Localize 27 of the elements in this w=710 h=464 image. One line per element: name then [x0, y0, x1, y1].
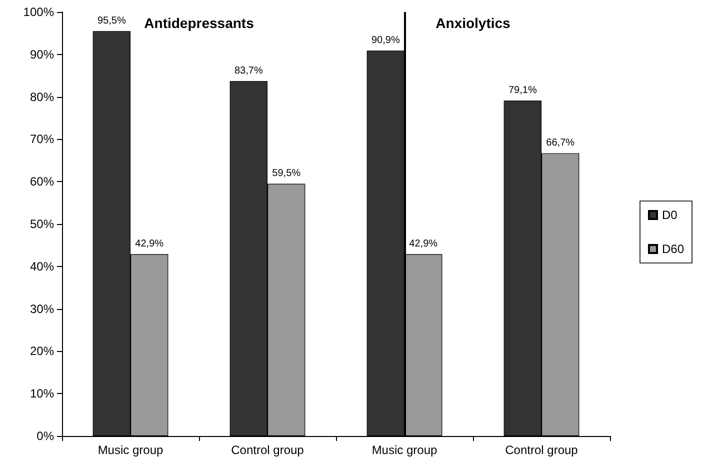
y-tick-label: 0%: [36, 429, 54, 443]
data-label: 42,9%: [409, 238, 438, 250]
x-tick-label: Control group: [505, 443, 578, 457]
annotation: Antidepressants: [144, 15, 254, 31]
x-tick-label: Music group: [372, 443, 438, 457]
data-label: 59,5%: [272, 168, 301, 180]
y-tick-label: 100%: [23, 5, 54, 19]
data-label: 66,7%: [546, 138, 575, 149]
data-label: 79,1%: [508, 85, 537, 96]
data-label: 90,9%: [371, 35, 400, 46]
y-tick-label: 30%: [30, 302, 54, 316]
y-tick-label: 90%: [30, 47, 54, 62]
legend-label: D0: [662, 208, 678, 222]
annotation: Anxiolytics: [436, 15, 511, 31]
y-tick-label: 40%: [30, 259, 54, 274]
x-tick-label: Control group: [231, 443, 304, 457]
y-tick-label: 10%: [30, 386, 54, 401]
data-label: 42,9%: [135, 238, 164, 250]
y-tick-label: 80%: [30, 90, 54, 104]
y-tick-label: 60%: [30, 174, 54, 189]
y-tick-label: 50%: [30, 217, 54, 231]
y-tick-label: 70%: [30, 132, 54, 146]
data-label: 95,5%: [97, 16, 126, 27]
y-tick-label: 20%: [30, 344, 54, 358]
data-label: 83,7%: [234, 66, 263, 77]
legend-label: D60: [662, 242, 684, 256]
x-tick-label: Music group: [98, 443, 164, 457]
